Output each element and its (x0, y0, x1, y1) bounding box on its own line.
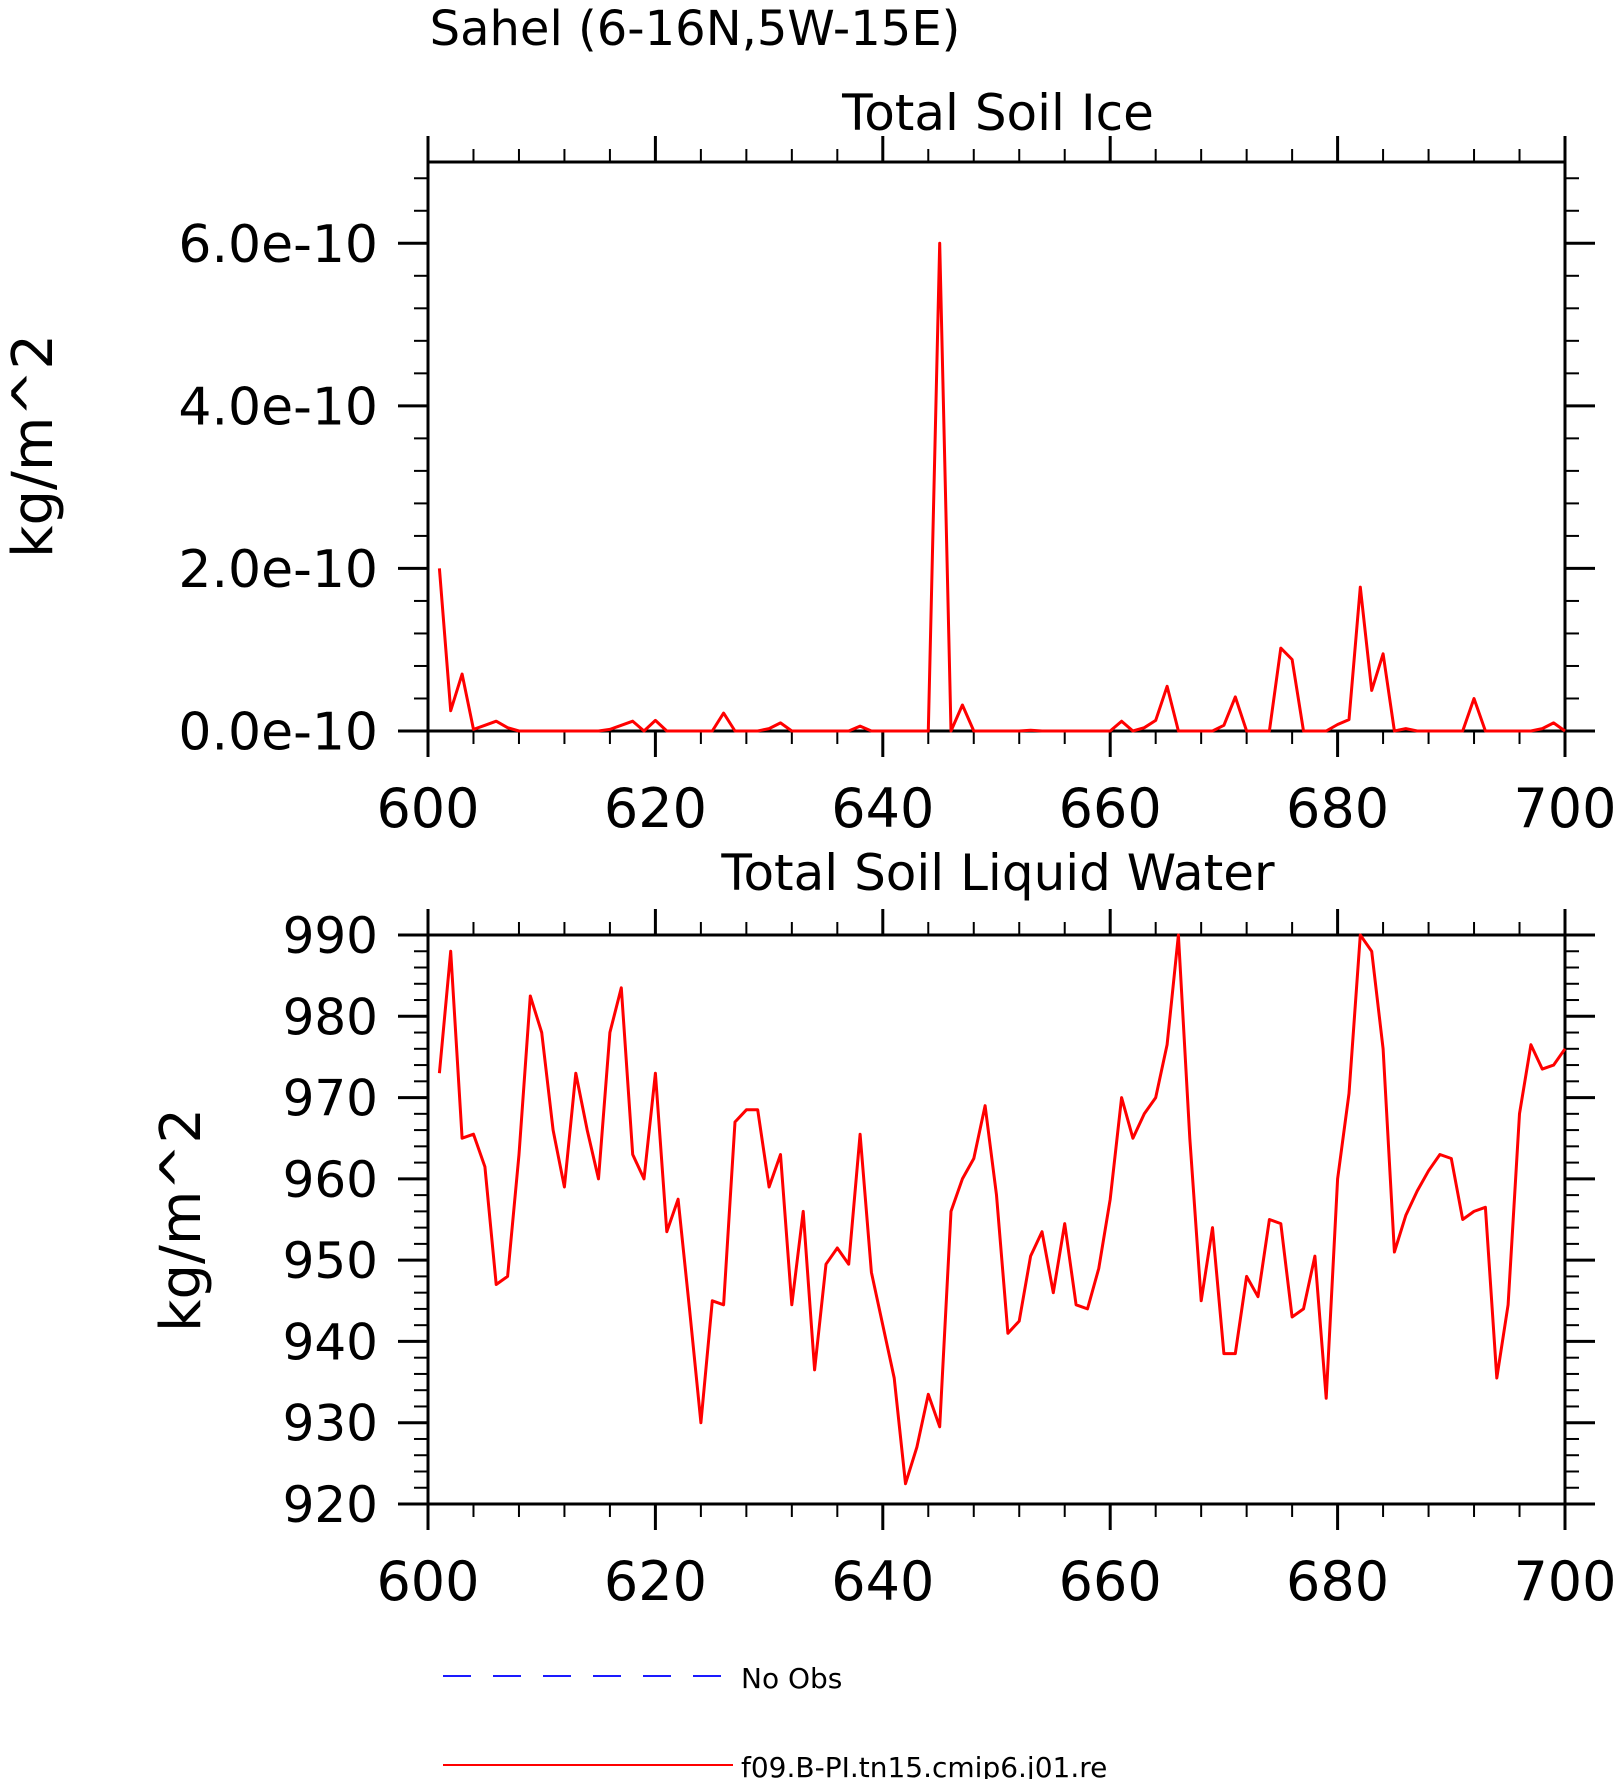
y-axis-label: kg/m^2 (149, 1108, 214, 1332)
y-tick-label: 990 (283, 907, 378, 965)
y-tick-label: 970 (283, 1070, 378, 1128)
panel-title: Total Soil Ice (841, 84, 1154, 142)
x-tick-label: 660 (1059, 777, 1162, 840)
y-tick-label: 950 (283, 1232, 378, 1290)
y-tick-label: 960 (283, 1151, 378, 1209)
x-tick-label: 620 (604, 777, 707, 840)
y-tick-label: 930 (283, 1395, 378, 1453)
panel-total-soil-liquid-water: Total Soil Liquid Water kg/m^2 600 620 640 66… (149, 844, 1617, 1613)
figure-title: Sahel (6-16N,5W-15E) (430, 1, 961, 57)
x-tick-label: 700 (1513, 777, 1616, 840)
x-tick-label: 600 (376, 1550, 479, 1613)
y-axis-label: kg/m^2 (1, 334, 66, 558)
x-tick-label: 640 (831, 777, 934, 840)
y-tick-label: 6.0e-10 (178, 215, 378, 275)
legend-label-model-run: f09.B-PI.tn15.cmip6.j01.re (741, 1751, 1107, 1779)
x-tick-label: 600 (376, 777, 479, 840)
plot-frame (426, 933, 1567, 1506)
series-line (437, 241, 1566, 733)
y-tick-label: 980 (283, 988, 378, 1046)
panel-total-soil-ice: Total Soil Ice kg/m^2 600 620 640 660 680 700 0.… (1, 84, 1617, 840)
x-tick-label: 660 (1059, 1550, 1162, 1613)
series-line (437, 933, 1567, 1486)
x-tick-label: 680 (1286, 1550, 1389, 1613)
y-tick-label: 4.0e-10 (178, 378, 378, 438)
y-tick-label: 0.0e-10 (178, 703, 378, 763)
x-tick-label: 620 (604, 1550, 707, 1613)
y-tick-label: 940 (283, 1313, 378, 1371)
legend-label-no-obs: No Obs (741, 1662, 842, 1695)
legend: No Obs f09.B-PI.tn15.cmip6.j01.re (443, 1662, 1107, 1779)
x-tick-label: 700 (1513, 1550, 1616, 1613)
y-tick-label: 2.0e-10 (178, 540, 378, 600)
x-tick-label: 640 (831, 1550, 934, 1613)
x-tick-label: 680 (1286, 777, 1389, 840)
panel-title: Total Soil Liquid Water (720, 844, 1275, 902)
y-tick-label: 920 (283, 1476, 378, 1534)
plot-frame (426, 160, 1567, 733)
